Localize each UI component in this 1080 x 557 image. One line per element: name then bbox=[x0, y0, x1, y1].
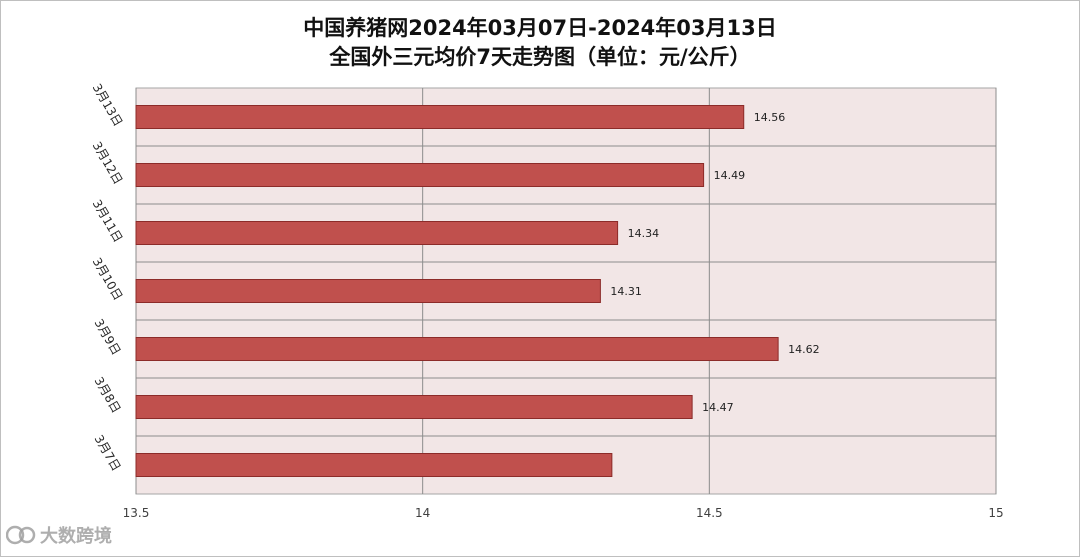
chart-title-line1: 中国养猪网2024年03月07日-2024年03月13日 bbox=[303, 16, 777, 40]
category-label: 3月11日 bbox=[90, 197, 126, 245]
bar bbox=[135, 337, 779, 361]
x-tick-label: 15 bbox=[988, 506, 1003, 520]
bar bbox=[135, 105, 745, 129]
bar bbox=[135, 221, 619, 245]
bar bbox=[135, 395, 693, 419]
watermark-text: 大数跨境 bbox=[40, 526, 112, 547]
bar bbox=[135, 279, 601, 303]
category-label: 3月12日 bbox=[90, 139, 126, 187]
data-label: 14.56 bbox=[754, 111, 786, 124]
x-tick-label: 13.5 bbox=[123, 506, 150, 520]
data-label: 14.62 bbox=[788, 343, 820, 356]
data-label: 14.47 bbox=[702, 401, 734, 414]
data-label: 14.49 bbox=[714, 169, 746, 182]
chart-title: 中国养猪网2024年03月07日-2024年03月13日 全国外三元均价7天走势… bbox=[0, 14, 1080, 72]
data-label: 14.34 bbox=[628, 227, 660, 240]
watermark: 大数跨境 bbox=[5, 522, 112, 548]
data-label: 14.31 bbox=[610, 285, 642, 298]
category-label: 3月7日 bbox=[92, 432, 124, 473]
category-label: 3月10日 bbox=[90, 255, 126, 303]
category-label: 3月9日 bbox=[92, 316, 124, 357]
chart-title-line2: 全国外三元均价7天走势图（单位：元/公斤） bbox=[329, 45, 751, 69]
x-tick-label: 14 bbox=[415, 506, 430, 520]
bar bbox=[135, 453, 613, 477]
category-label: 3月13日 bbox=[90, 81, 126, 129]
watermark-logo-icon bbox=[5, 524, 36, 546]
x-tick-label: 14.5 bbox=[696, 506, 723, 520]
bar bbox=[135, 163, 705, 187]
category-label: 3月8日 bbox=[92, 374, 124, 415]
